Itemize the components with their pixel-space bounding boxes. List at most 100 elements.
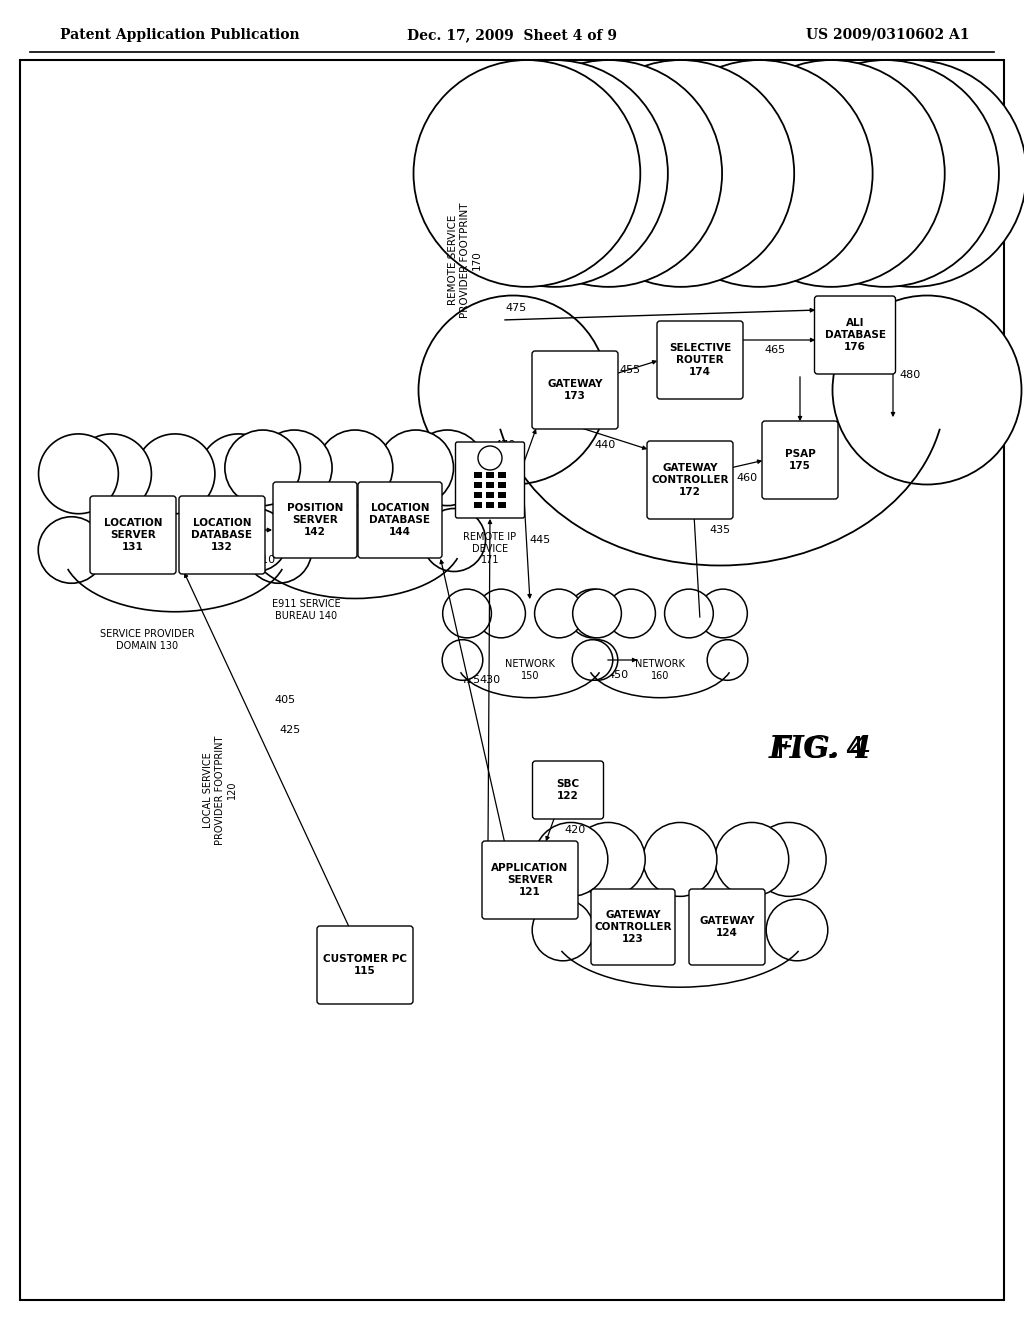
FancyBboxPatch shape: [591, 888, 675, 965]
Text: POSITION
SERVER
142: POSITION SERVER 142: [287, 503, 343, 537]
FancyBboxPatch shape: [90, 496, 176, 574]
Circle shape: [231, 434, 311, 513]
FancyBboxPatch shape: [814, 296, 896, 374]
FancyBboxPatch shape: [317, 927, 413, 1005]
Bar: [474, 473, 482, 478]
Text: 480: 480: [899, 370, 921, 380]
Bar: [474, 482, 482, 488]
Bar: [498, 473, 506, 478]
Circle shape: [39, 434, 119, 513]
Circle shape: [419, 296, 607, 484]
FancyBboxPatch shape: [273, 482, 357, 558]
Text: FIG. 4: FIG. 4: [775, 735, 864, 764]
Text: 405: 405: [274, 696, 296, 705]
Circle shape: [572, 640, 612, 680]
Text: SBC
122: SBC 122: [556, 779, 580, 801]
Text: NETWORK
150: NETWORK 150: [505, 659, 555, 681]
Bar: [474, 492, 482, 498]
Circle shape: [708, 640, 748, 680]
Circle shape: [643, 822, 717, 896]
Circle shape: [199, 434, 279, 513]
Circle shape: [698, 589, 748, 638]
Ellipse shape: [455, 602, 605, 718]
Circle shape: [478, 446, 502, 470]
Text: 435: 435: [710, 525, 730, 535]
Text: Dec. 17, 2009  Sheet 4 of 9: Dec. 17, 2009 Sheet 4 of 9: [407, 28, 617, 42]
Circle shape: [646, 59, 872, 286]
Circle shape: [534, 822, 608, 896]
Text: 455: 455: [620, 366, 641, 375]
Text: GATEWAY
173: GATEWAY 173: [547, 379, 603, 401]
Circle shape: [535, 589, 584, 638]
FancyBboxPatch shape: [762, 421, 838, 499]
Circle shape: [718, 59, 945, 286]
Circle shape: [442, 640, 482, 680]
Circle shape: [441, 59, 668, 286]
Text: REMOTE IP
DEVICE
171: REMOTE IP DEVICE 171: [464, 532, 516, 565]
Bar: [486, 473, 494, 478]
Bar: [486, 502, 494, 508]
Circle shape: [477, 589, 525, 638]
FancyBboxPatch shape: [657, 321, 743, 399]
FancyBboxPatch shape: [358, 482, 442, 558]
Text: SELECTIVE
ROUTER
174: SELECTIVE ROUTER 174: [669, 343, 731, 376]
FancyBboxPatch shape: [647, 441, 733, 519]
Ellipse shape: [245, 450, 465, 630]
Text: GATEWAY
124: GATEWAY 124: [699, 916, 755, 937]
FancyBboxPatch shape: [532, 351, 618, 429]
Text: LOCATION
DATABASE
132: LOCATION DATABASE 132: [191, 519, 253, 552]
Text: GATEWAY
CONTROLLER
123: GATEWAY CONTROLLER 123: [594, 911, 672, 944]
Ellipse shape: [60, 455, 290, 645]
Text: NETWORK
160: NETWORK 160: [635, 659, 685, 681]
Circle shape: [766, 899, 827, 961]
Circle shape: [378, 430, 454, 506]
Bar: [498, 502, 506, 508]
Text: 470: 470: [495, 440, 516, 450]
Circle shape: [423, 508, 485, 572]
Text: 450: 450: [607, 671, 629, 680]
Text: 460: 460: [736, 473, 758, 483]
Circle shape: [532, 899, 594, 961]
FancyBboxPatch shape: [689, 888, 765, 965]
Bar: [486, 492, 494, 498]
Text: Patent Application Publication: Patent Application Publication: [60, 28, 300, 42]
Text: 410: 410: [254, 554, 275, 565]
Text: REMOTE SERVICE
PROVIDER FOOTPRINT
170: REMOTE SERVICE PROVIDER FOOTPRINT 170: [449, 202, 481, 318]
Text: E911 SERVICE
BUREAU 140: E911 SERVICE BUREAU 140: [272, 599, 341, 620]
Circle shape: [410, 430, 485, 506]
FancyBboxPatch shape: [179, 496, 265, 574]
Circle shape: [568, 589, 617, 638]
Text: 465: 465: [765, 345, 785, 355]
Text: LOCATION
DATABASE
144: LOCATION DATABASE 144: [370, 503, 430, 537]
Circle shape: [496, 59, 722, 286]
Ellipse shape: [585, 602, 735, 718]
Circle shape: [442, 589, 492, 638]
Text: LOCAL SERVICE
PROVIDER FOOTPRINT
120: LOCAL SERVICE PROVIDER FOOTPRINT 120: [204, 735, 237, 845]
Text: US 2009/0310602 A1: US 2009/0310602 A1: [807, 28, 970, 42]
Circle shape: [225, 430, 300, 506]
Circle shape: [715, 822, 788, 896]
FancyBboxPatch shape: [456, 442, 524, 517]
Ellipse shape: [490, 120, 950, 660]
Bar: [474, 502, 482, 508]
Circle shape: [135, 434, 215, 513]
Text: 420: 420: [564, 825, 586, 836]
Text: GATEWAY
CONTROLLER
172: GATEWAY CONTROLLER 172: [651, 463, 729, 496]
FancyBboxPatch shape: [482, 841, 578, 919]
Text: 415: 415: [460, 675, 480, 685]
Circle shape: [665, 589, 714, 638]
Circle shape: [246, 516, 311, 583]
FancyBboxPatch shape: [532, 762, 603, 818]
Text: ALI
DATABASE
176: ALI DATABASE 176: [824, 318, 886, 351]
Bar: [498, 492, 506, 498]
Circle shape: [256, 430, 332, 506]
Bar: [486, 482, 494, 488]
Circle shape: [72, 434, 152, 513]
Ellipse shape: [550, 842, 810, 1018]
Text: 445: 445: [529, 535, 551, 545]
Text: PSAP
175: PSAP 175: [784, 449, 815, 471]
Circle shape: [753, 822, 826, 896]
Text: LOCATION
SERVER
131: LOCATION SERVER 131: [103, 519, 162, 552]
Circle shape: [578, 640, 617, 680]
Circle shape: [772, 59, 999, 286]
